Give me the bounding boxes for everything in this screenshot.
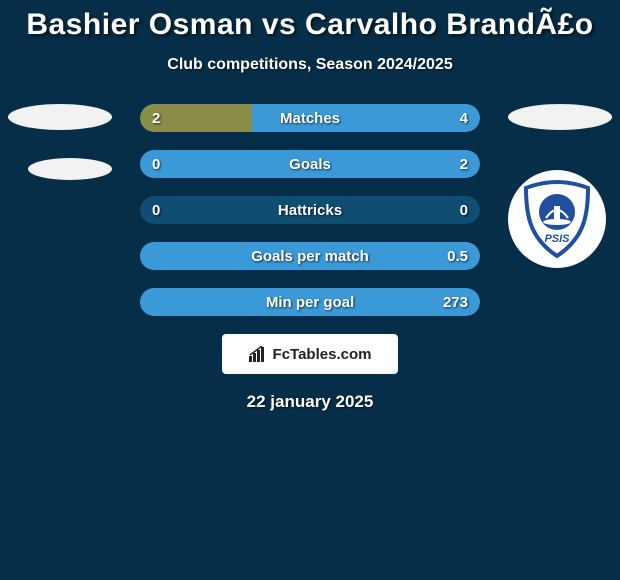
date-text: 22 january 2025 bbox=[0, 392, 620, 412]
right-player-badges: PSIS bbox=[508, 104, 612, 268]
stat-bar: Min per goal273 bbox=[140, 288, 480, 316]
stat-label: Matches bbox=[140, 110, 480, 127]
stat-bar: Goals per match0.5 bbox=[140, 242, 480, 270]
branding-text: FcTables.com bbox=[273, 346, 372, 363]
player-badge-placeholder bbox=[28, 158, 112, 180]
player-badge-placeholder bbox=[508, 104, 612, 130]
comparison-content: PSIS 2Matches40Goals20Hattricks0Goals pe… bbox=[0, 104, 620, 412]
stat-bar: 0Hattricks0 bbox=[140, 196, 480, 224]
stat-label: Goals bbox=[140, 156, 480, 173]
left-player-badges bbox=[8, 104, 112, 208]
branding-box: FcTables.com bbox=[222, 334, 398, 374]
stat-bars: 2Matches40Goals20Hattricks0Goals per mat… bbox=[140, 104, 480, 316]
stat-value-right: 273 bbox=[443, 294, 468, 311]
stat-value-right: 0 bbox=[460, 202, 468, 219]
stat-label: Min per goal bbox=[140, 294, 480, 311]
stat-label: Hattricks bbox=[140, 202, 480, 219]
subtitle: Club competitions, Season 2024/2025 bbox=[0, 56, 620, 74]
stat-label: Goals per match bbox=[140, 248, 480, 265]
club-badge: PSIS bbox=[508, 170, 606, 268]
stat-value-right: 4 bbox=[460, 110, 468, 127]
chart-icon bbox=[249, 346, 269, 362]
svg-text:PSIS: PSIS bbox=[544, 233, 570, 245]
club-crest-icon: PSIS bbox=[514, 176, 600, 262]
page-title: Bashier Osman vs Carvalho BrandÃ£o bbox=[0, 0, 620, 42]
stat-value-right: 2 bbox=[460, 156, 468, 173]
stat-value-right: 0.5 bbox=[447, 248, 468, 265]
player-badge-placeholder bbox=[8, 104, 112, 130]
stat-bar: 2Matches4 bbox=[140, 104, 480, 132]
stat-bar: 0Goals2 bbox=[140, 150, 480, 178]
